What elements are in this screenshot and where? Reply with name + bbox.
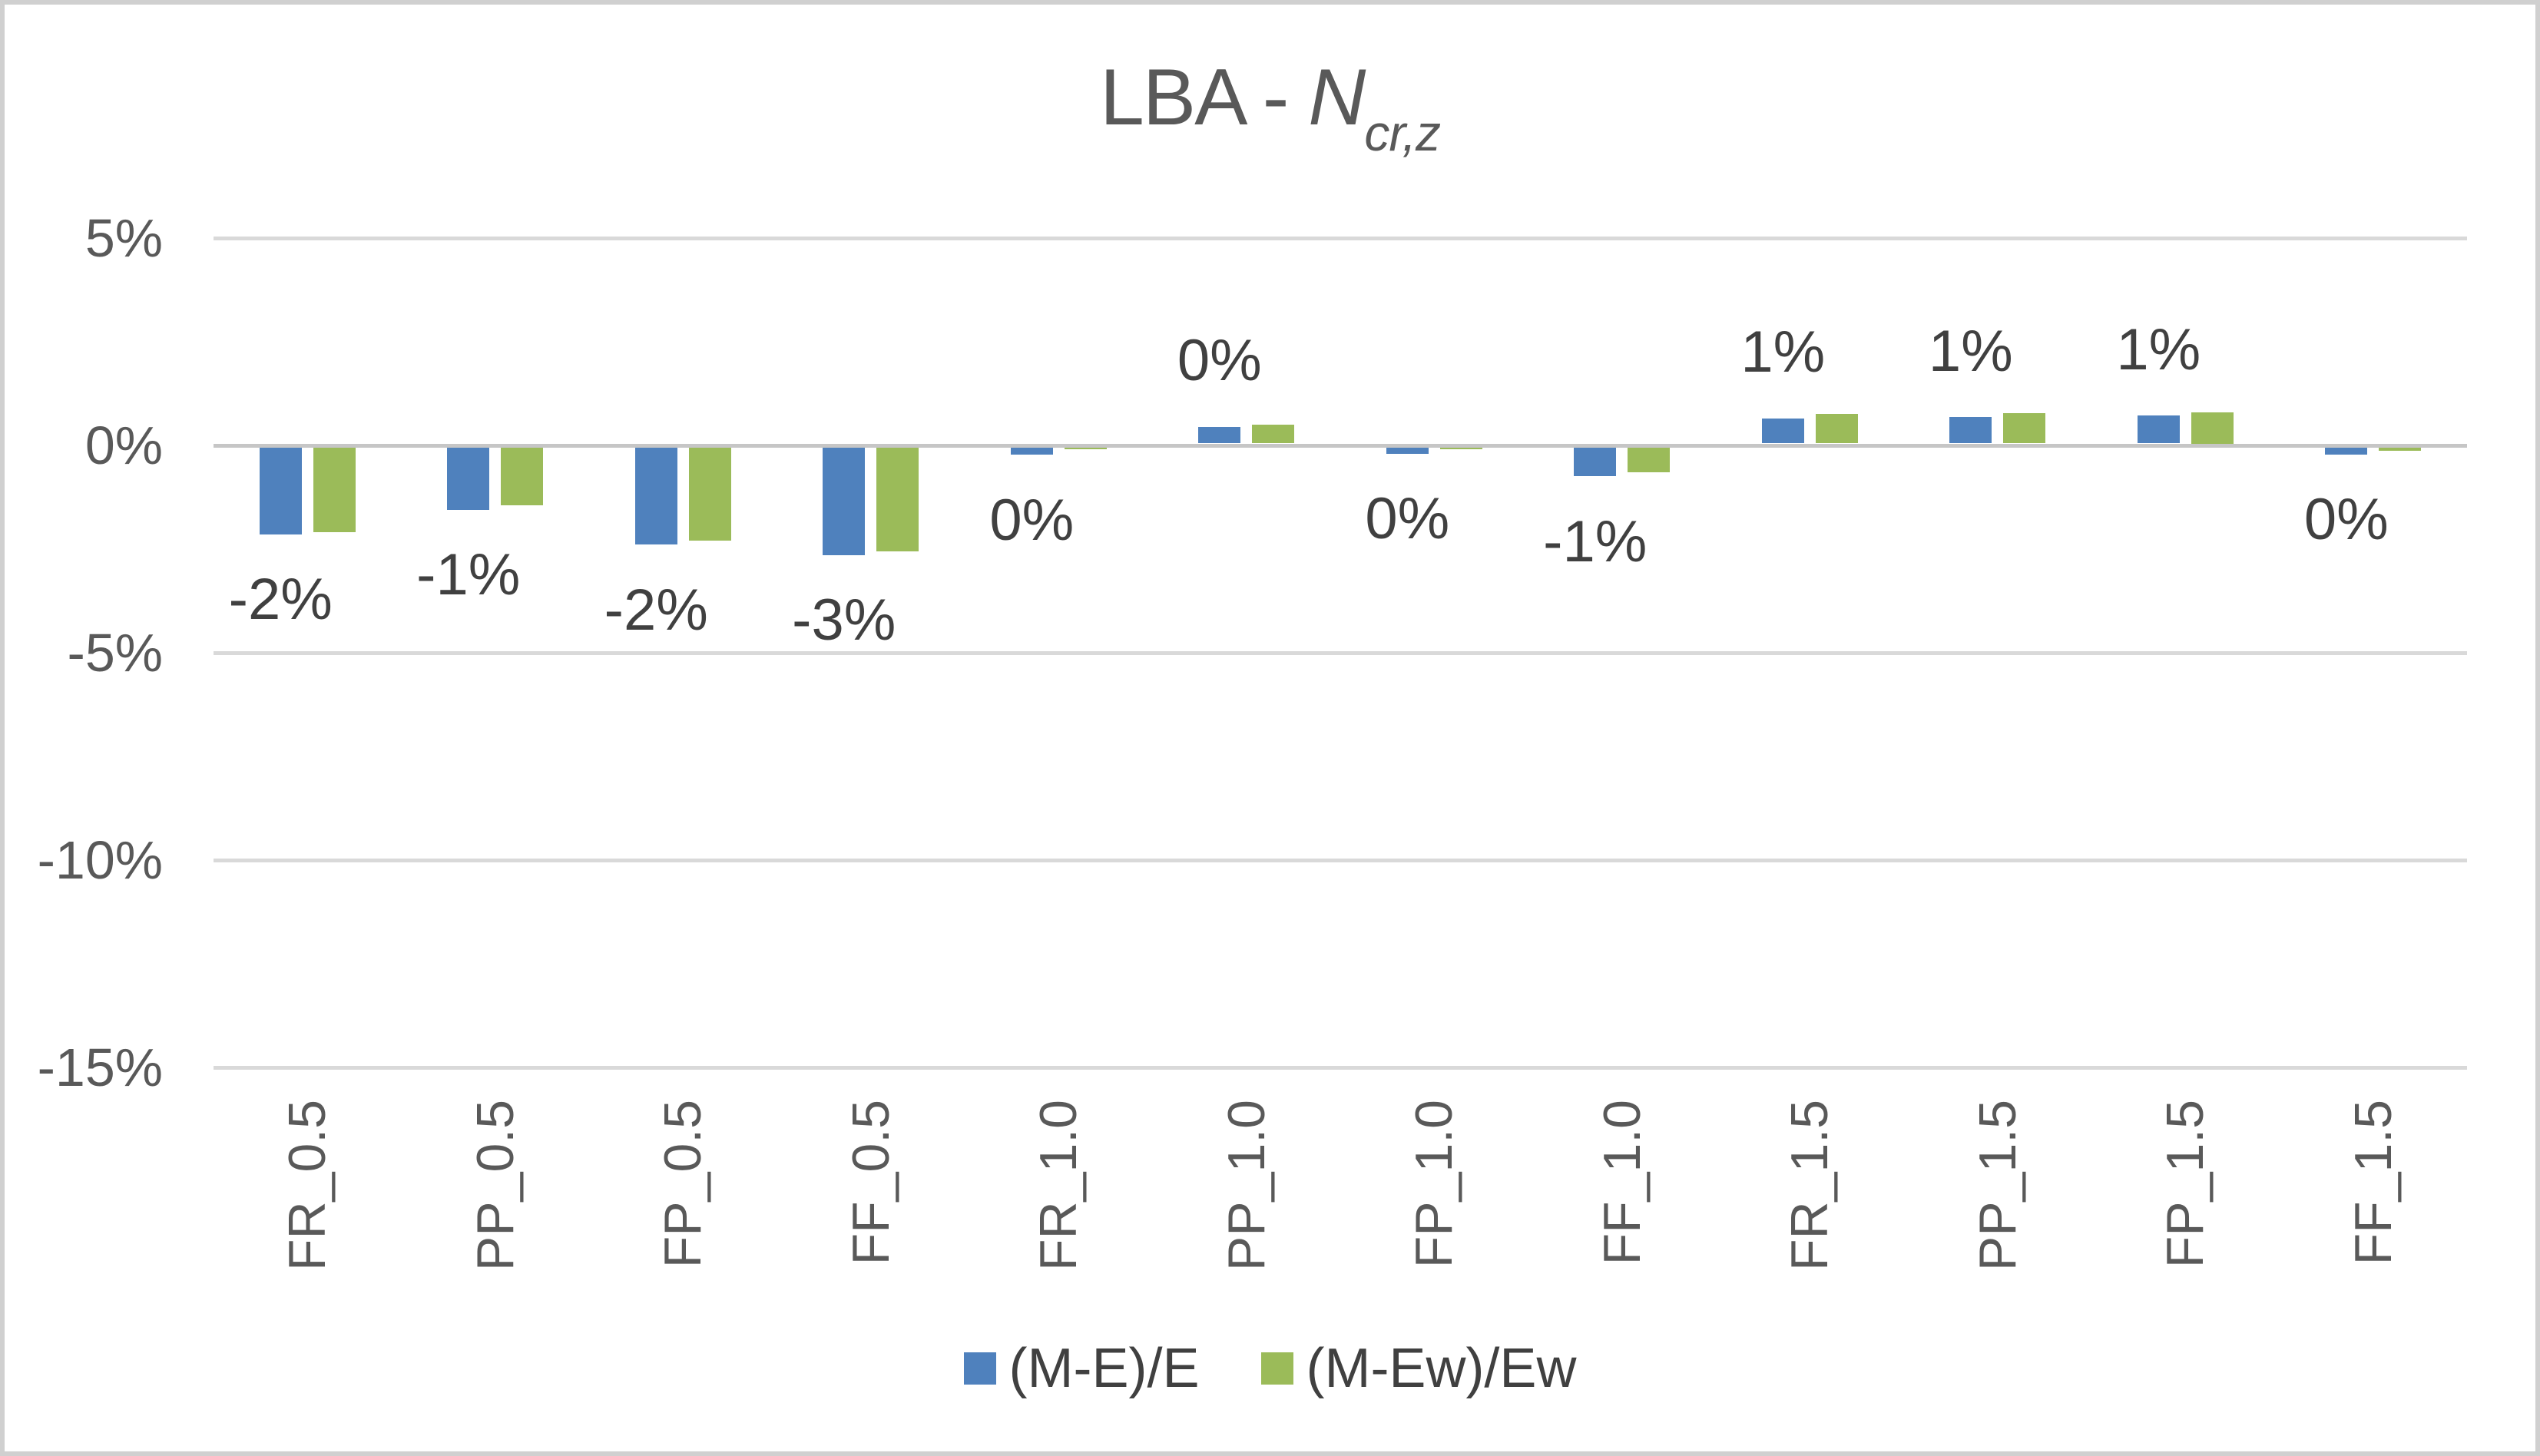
y-axis-tick-label: 0% bbox=[84, 415, 163, 475]
bar-s2-PP_1.5 bbox=[2003, 413, 2046, 444]
data-label-FP_0.5: -2% bbox=[604, 577, 708, 643]
bar-s1-FF_1.5 bbox=[2325, 447, 2368, 455]
data-label-PP_0.5: -1% bbox=[416, 542, 521, 607]
chart-title-symbol: N bbox=[1308, 53, 1366, 142]
bar-s2-FF_1.5 bbox=[2379, 447, 2422, 452]
bar-s1-FP_0.5 bbox=[634, 447, 677, 545]
data-label-FR_1.5: 1% bbox=[1740, 319, 1826, 386]
legend: (M-E)/E (M-Ew)/Ew bbox=[5, 1338, 2535, 1399]
data-label-FF_0.5: -3% bbox=[792, 587, 896, 654]
category-label-FP_1.5: FP_1.5 bbox=[2156, 1100, 2215, 1269]
y-axis-tick-label: -10% bbox=[37, 830, 163, 890]
legend-label: (M-E)/E bbox=[1008, 1338, 1200, 1399]
bar-s2-PP_0.5 bbox=[501, 447, 544, 506]
data-label-FR_1.0: 0% bbox=[989, 487, 1075, 553]
bar-s2-FP_1.5 bbox=[2191, 412, 2234, 444]
bar-s2-FP_1.0 bbox=[1439, 447, 1482, 449]
legend-item-s1: (M-E)/E bbox=[963, 1338, 1200, 1399]
bar-s2-FF_1.0 bbox=[1628, 447, 1671, 472]
bar-s1-FF_0.5 bbox=[823, 447, 866, 555]
category-label-FF_1.5: FF_1.5 bbox=[2343, 1100, 2403, 1266]
bar-s2-FF_0.5 bbox=[876, 447, 919, 551]
y-axis-tick-label: -15% bbox=[37, 1037, 163, 1097]
chart-title-prefix: LBA - bbox=[1099, 53, 1309, 142]
gridline-0% bbox=[214, 443, 2467, 448]
data-label-PP_1.0: 0% bbox=[1177, 328, 1262, 394]
category-label-PP_1.5: PP_1.5 bbox=[1968, 1100, 2027, 1272]
gridline-5% bbox=[214, 236, 2467, 240]
bar-s1-PP_1.0 bbox=[1198, 426, 1241, 444]
legend-marker-icon bbox=[1260, 1352, 1293, 1385]
bar-s1-PP_0.5 bbox=[447, 447, 490, 510]
bar-s2-FR_1.5 bbox=[1815, 413, 1858, 444]
data-label-PP_1.5: 1% bbox=[1928, 318, 2013, 384]
category-label-FR_0.5: FR_0.5 bbox=[278, 1100, 337, 1271]
data-label-FR_0.5: -2% bbox=[228, 567, 333, 633]
data-label-FP_1.0: 0% bbox=[1365, 486, 1450, 552]
gridline--15% bbox=[214, 1065, 2467, 1070]
bar-s1-FP_1.5 bbox=[2137, 415, 2180, 444]
gridline--10% bbox=[214, 858, 2467, 862]
data-label-FF_1.0: -1% bbox=[1543, 508, 1648, 574]
bar-s2-FP_0.5 bbox=[688, 447, 731, 541]
bar-s1-FR_0.5 bbox=[259, 447, 302, 534]
bar-s1-FR_1.0 bbox=[1010, 447, 1053, 455]
category-label-FR_1.0: FR_1.0 bbox=[1029, 1100, 1088, 1271]
chart-title: LBA - Ncr,z bbox=[5, 52, 2535, 161]
bar-s2-PP_1.0 bbox=[1252, 424, 1295, 444]
bar-s2-FR_1.0 bbox=[1064, 447, 1107, 450]
category-label-FR_1.5: FR_1.5 bbox=[1780, 1100, 1840, 1271]
y-axis-tick-label: 5% bbox=[84, 208, 163, 268]
category-label-FF_1.0: FF_1.0 bbox=[1592, 1100, 1651, 1266]
chart-title-subscript: cr,z bbox=[1364, 104, 1441, 161]
bar-s1-FR_1.5 bbox=[1761, 418, 1804, 444]
data-label-FF_1.5: 0% bbox=[2303, 487, 2389, 553]
category-label-PP_1.0: PP_1.0 bbox=[1217, 1100, 1276, 1272]
bar-s1-PP_1.5 bbox=[1949, 417, 1992, 444]
legend-item-s2: (M-Ew)/Ew bbox=[1260, 1338, 1577, 1399]
category-label-PP_0.5: PP_0.5 bbox=[465, 1100, 525, 1272]
y-axis-tick-label: -5% bbox=[67, 623, 163, 683]
data-label-FP_1.5: 1% bbox=[2116, 316, 2201, 382]
legend-marker-icon bbox=[963, 1352, 996, 1385]
bar-s1-FF_1.0 bbox=[1574, 447, 1617, 477]
legend-label: (M-Ew)/Ew bbox=[1306, 1338, 1577, 1399]
gridline--5% bbox=[214, 650, 2467, 655]
category-label-FP_1.0: FP_1.0 bbox=[1405, 1100, 1464, 1269]
category-label-FF_0.5: FF_0.5 bbox=[841, 1100, 900, 1266]
category-label-FP_0.5: FP_0.5 bbox=[654, 1100, 713, 1269]
bar-s1-FP_1.0 bbox=[1386, 447, 1429, 454]
bar-s2-FR_0.5 bbox=[313, 447, 356, 533]
